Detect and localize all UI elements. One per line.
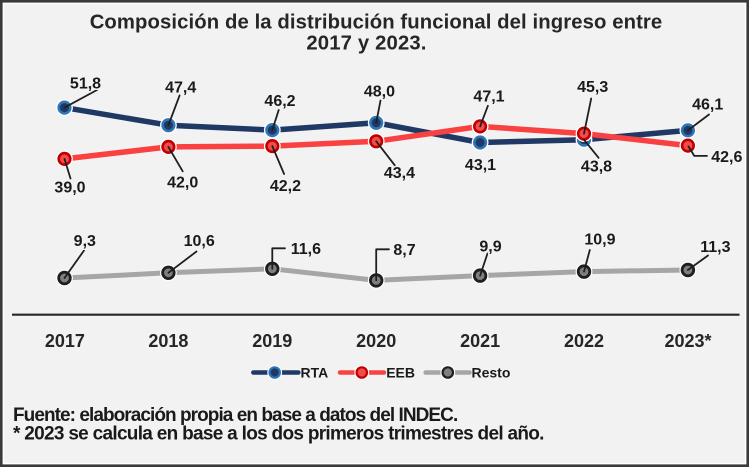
svg-text:EEB: EEB	[386, 365, 415, 381]
svg-text:10,9: 10,9	[584, 232, 615, 249]
svg-text:42,6: 42,6	[711, 149, 742, 166]
svg-text:Fuente: elaboración propia en: Fuente: elaboración propia en base a dat…	[13, 405, 457, 426]
svg-text:9,9: 9,9	[479, 239, 501, 256]
svg-text:11,3: 11,3	[700, 239, 730, 256]
svg-text:2023*: 2023*	[664, 331, 711, 351]
svg-text:45,3: 45,3	[577, 79, 608, 96]
svg-text:47,4: 47,4	[165, 79, 196, 96]
svg-text:46,2: 46,2	[264, 93, 295, 110]
svg-text:2018: 2018	[148, 331, 188, 351]
svg-text:Composición de la distribución: Composición de la distribución funcional…	[90, 12, 663, 34]
svg-text:47,1: 47,1	[473, 89, 504, 106]
svg-text:2021: 2021	[460, 331, 500, 351]
svg-text:8,7: 8,7	[393, 242, 415, 259]
svg-text:* 2023 se calcula en base a lo: * 2023 se calcula en base a los dos prim…	[13, 423, 544, 444]
svg-text:43,1: 43,1	[465, 157, 496, 174]
svg-text:Resto: Resto	[472, 365, 511, 381]
svg-text:11,6: 11,6	[291, 241, 321, 258]
svg-text:2022: 2022	[564, 331, 604, 351]
svg-text:43,4: 43,4	[384, 165, 415, 182]
svg-text:9,3: 9,3	[74, 233, 96, 250]
svg-text:42,2: 42,2	[270, 178, 301, 195]
svg-text:2017 y 2023.: 2017 y 2023.	[306, 33, 426, 55]
svg-text:46,1: 46,1	[692, 96, 723, 113]
svg-text:51,8: 51,8	[70, 76, 101, 93]
svg-text:RTA: RTA	[301, 365, 329, 381]
svg-text:2020: 2020	[356, 331, 396, 351]
svg-text:10,6: 10,6	[184, 233, 215, 250]
svg-text:42,0: 42,0	[167, 175, 198, 192]
svg-text:43,8: 43,8	[581, 159, 612, 176]
svg-text:2019: 2019	[252, 331, 292, 351]
svg-text:2017: 2017	[45, 331, 85, 351]
svg-text:48,0: 48,0	[364, 84, 395, 101]
svg-text:39,0: 39,0	[54, 180, 85, 197]
